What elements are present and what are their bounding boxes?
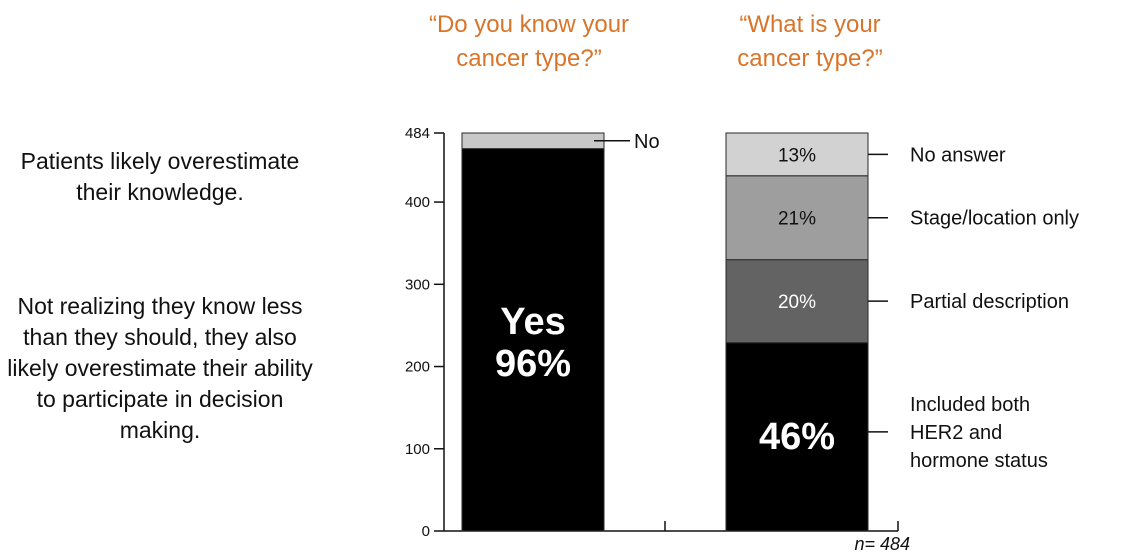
y-tick-label: 400 bbox=[405, 194, 430, 211]
question-title-type: “What is your cancer type?” bbox=[737, 11, 883, 72]
insight-text-2: Not realizing they know less than they s… bbox=[7, 293, 313, 443]
segment-category-label: Stage/location only bbox=[910, 208, 1079, 230]
segment-percent-label: 13% bbox=[778, 145, 816, 166]
bar-category-label: Yes bbox=[500, 301, 566, 343]
y-tick-label: 100 bbox=[405, 441, 430, 458]
bar-segment bbox=[461, 148, 605, 532]
segment-category-label: Included both HER2 and hormone status bbox=[910, 394, 1048, 472]
segment-category-label: Partial description bbox=[910, 291, 1069, 313]
bar-percent-label: 96% bbox=[495, 343, 571, 385]
y-tick-label: 0 bbox=[422, 523, 430, 540]
insight-text-1: Patients likely overestimate their knowl… bbox=[20, 148, 300, 205]
sample-size-label: n= 484 bbox=[854, 534, 910, 554]
segment-category-label: No answer bbox=[910, 144, 1006, 166]
y-tick-label: 300 bbox=[405, 276, 430, 293]
bar-segment bbox=[461, 132, 605, 150]
segment-percent-label: 20% bbox=[778, 292, 816, 313]
y-tick-label: 200 bbox=[405, 359, 430, 376]
segment-percent-label: 21% bbox=[778, 209, 816, 230]
segment-category-label: No bbox=[634, 131, 660, 153]
question-title-known: “Do you know your cancer type?” bbox=[428, 11, 630, 72]
bar-segment bbox=[725, 175, 869, 261]
segment-percent-label: 46% bbox=[759, 416, 835, 458]
y-tick-label: 484 bbox=[405, 125, 430, 142]
bar-segment bbox=[725, 342, 869, 532]
